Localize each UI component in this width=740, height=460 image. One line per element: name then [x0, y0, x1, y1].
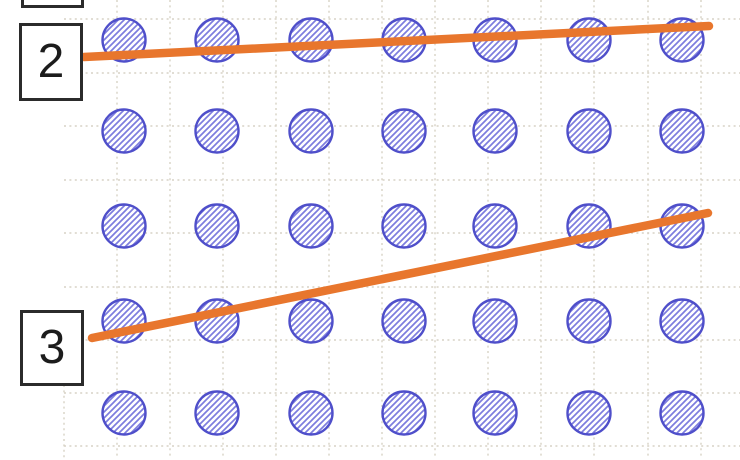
hatched-dot [101, 390, 147, 436]
label-2-text: 2 [37, 35, 65, 88]
label-box-2: 2 [19, 23, 83, 101]
hatched-dot [659, 298, 705, 344]
hatched-dot [566, 390, 612, 436]
hatched-dot [101, 203, 147, 249]
partial-label-box [21, 0, 84, 8]
hatched-dot [288, 390, 334, 436]
hatched-dot [472, 298, 518, 344]
hatched-dot [472, 390, 518, 436]
hatched-dot [194, 203, 240, 249]
hatched-dot [288, 203, 334, 249]
hatched-dot [472, 108, 518, 154]
hatched-dot [566, 108, 612, 154]
hatched-dot [472, 203, 518, 249]
hatched-dot [659, 108, 705, 154]
label-3-text: 3 [38, 321, 66, 374]
hatched-dot [381, 108, 427, 154]
hatched-dot [566, 17, 612, 63]
hatched-dot [381, 390, 427, 436]
hatched-dot [288, 108, 334, 154]
hatched-dot [194, 390, 240, 436]
hatched-dot [566, 298, 612, 344]
hatched-dot [381, 203, 427, 249]
hatched-dot [194, 108, 240, 154]
hatched-dot [381, 298, 427, 344]
hatched-dot [288, 17, 334, 63]
label-box-3: 3 [20, 310, 84, 386]
answer-line-3 [87, 208, 713, 343]
hatched-dot [101, 108, 147, 154]
hatched-dot [288, 298, 334, 344]
hatched-dot [659, 390, 705, 436]
answer-line-2 [79, 21, 714, 62]
